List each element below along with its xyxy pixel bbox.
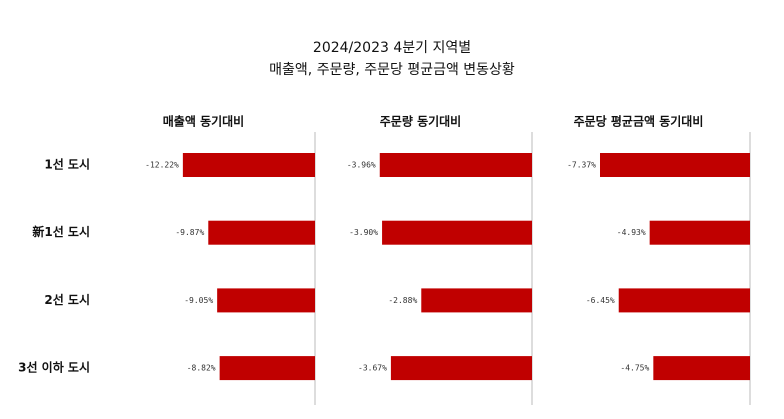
value-label: -9.87% (175, 228, 204, 237)
chart-title: 2024/2023 4분기 지역별 (313, 40, 471, 56)
bar (219, 356, 315, 381)
bar (182, 153, 315, 177)
bar (599, 153, 750, 177)
category-label: 新1선 도시 (32, 224, 90, 239)
bar (390, 356, 532, 381)
bar (649, 220, 750, 245)
value-label: -7.37% (567, 161, 596, 170)
value-label: -3.96% (347, 161, 376, 170)
value-label: -6.45% (586, 296, 615, 305)
value-label: -9.05% (184, 296, 213, 305)
value-label: -3.90% (349, 228, 378, 237)
bar (618, 288, 750, 313)
bar (217, 288, 315, 313)
chart-title: 매출액, 주문량, 주문당 평균금액 변동상황 (269, 62, 515, 78)
value-label: -2.88% (388, 296, 417, 305)
bar (208, 220, 315, 245)
value-label: -3.67% (358, 364, 387, 373)
value-label: -4.75% (620, 364, 649, 373)
value-label: -12.22% (145, 161, 179, 170)
category-label: 2선 도시 (44, 292, 90, 307)
bar (382, 220, 532, 245)
panel-title: 주문당 평균금액 동기대비 (574, 114, 704, 129)
value-label: -8.82% (187, 364, 216, 373)
value-label: -4.93% (617, 228, 646, 237)
bar (653, 356, 750, 381)
panel-title: 주문량 동기대비 (380, 114, 461, 129)
category-label: 1선 도시 (44, 157, 90, 172)
bar (421, 288, 532, 313)
panel-title: 매출액 동기대비 (163, 114, 244, 129)
category-label: 3선 이하 도시 (18, 360, 90, 375)
bar (379, 153, 532, 177)
